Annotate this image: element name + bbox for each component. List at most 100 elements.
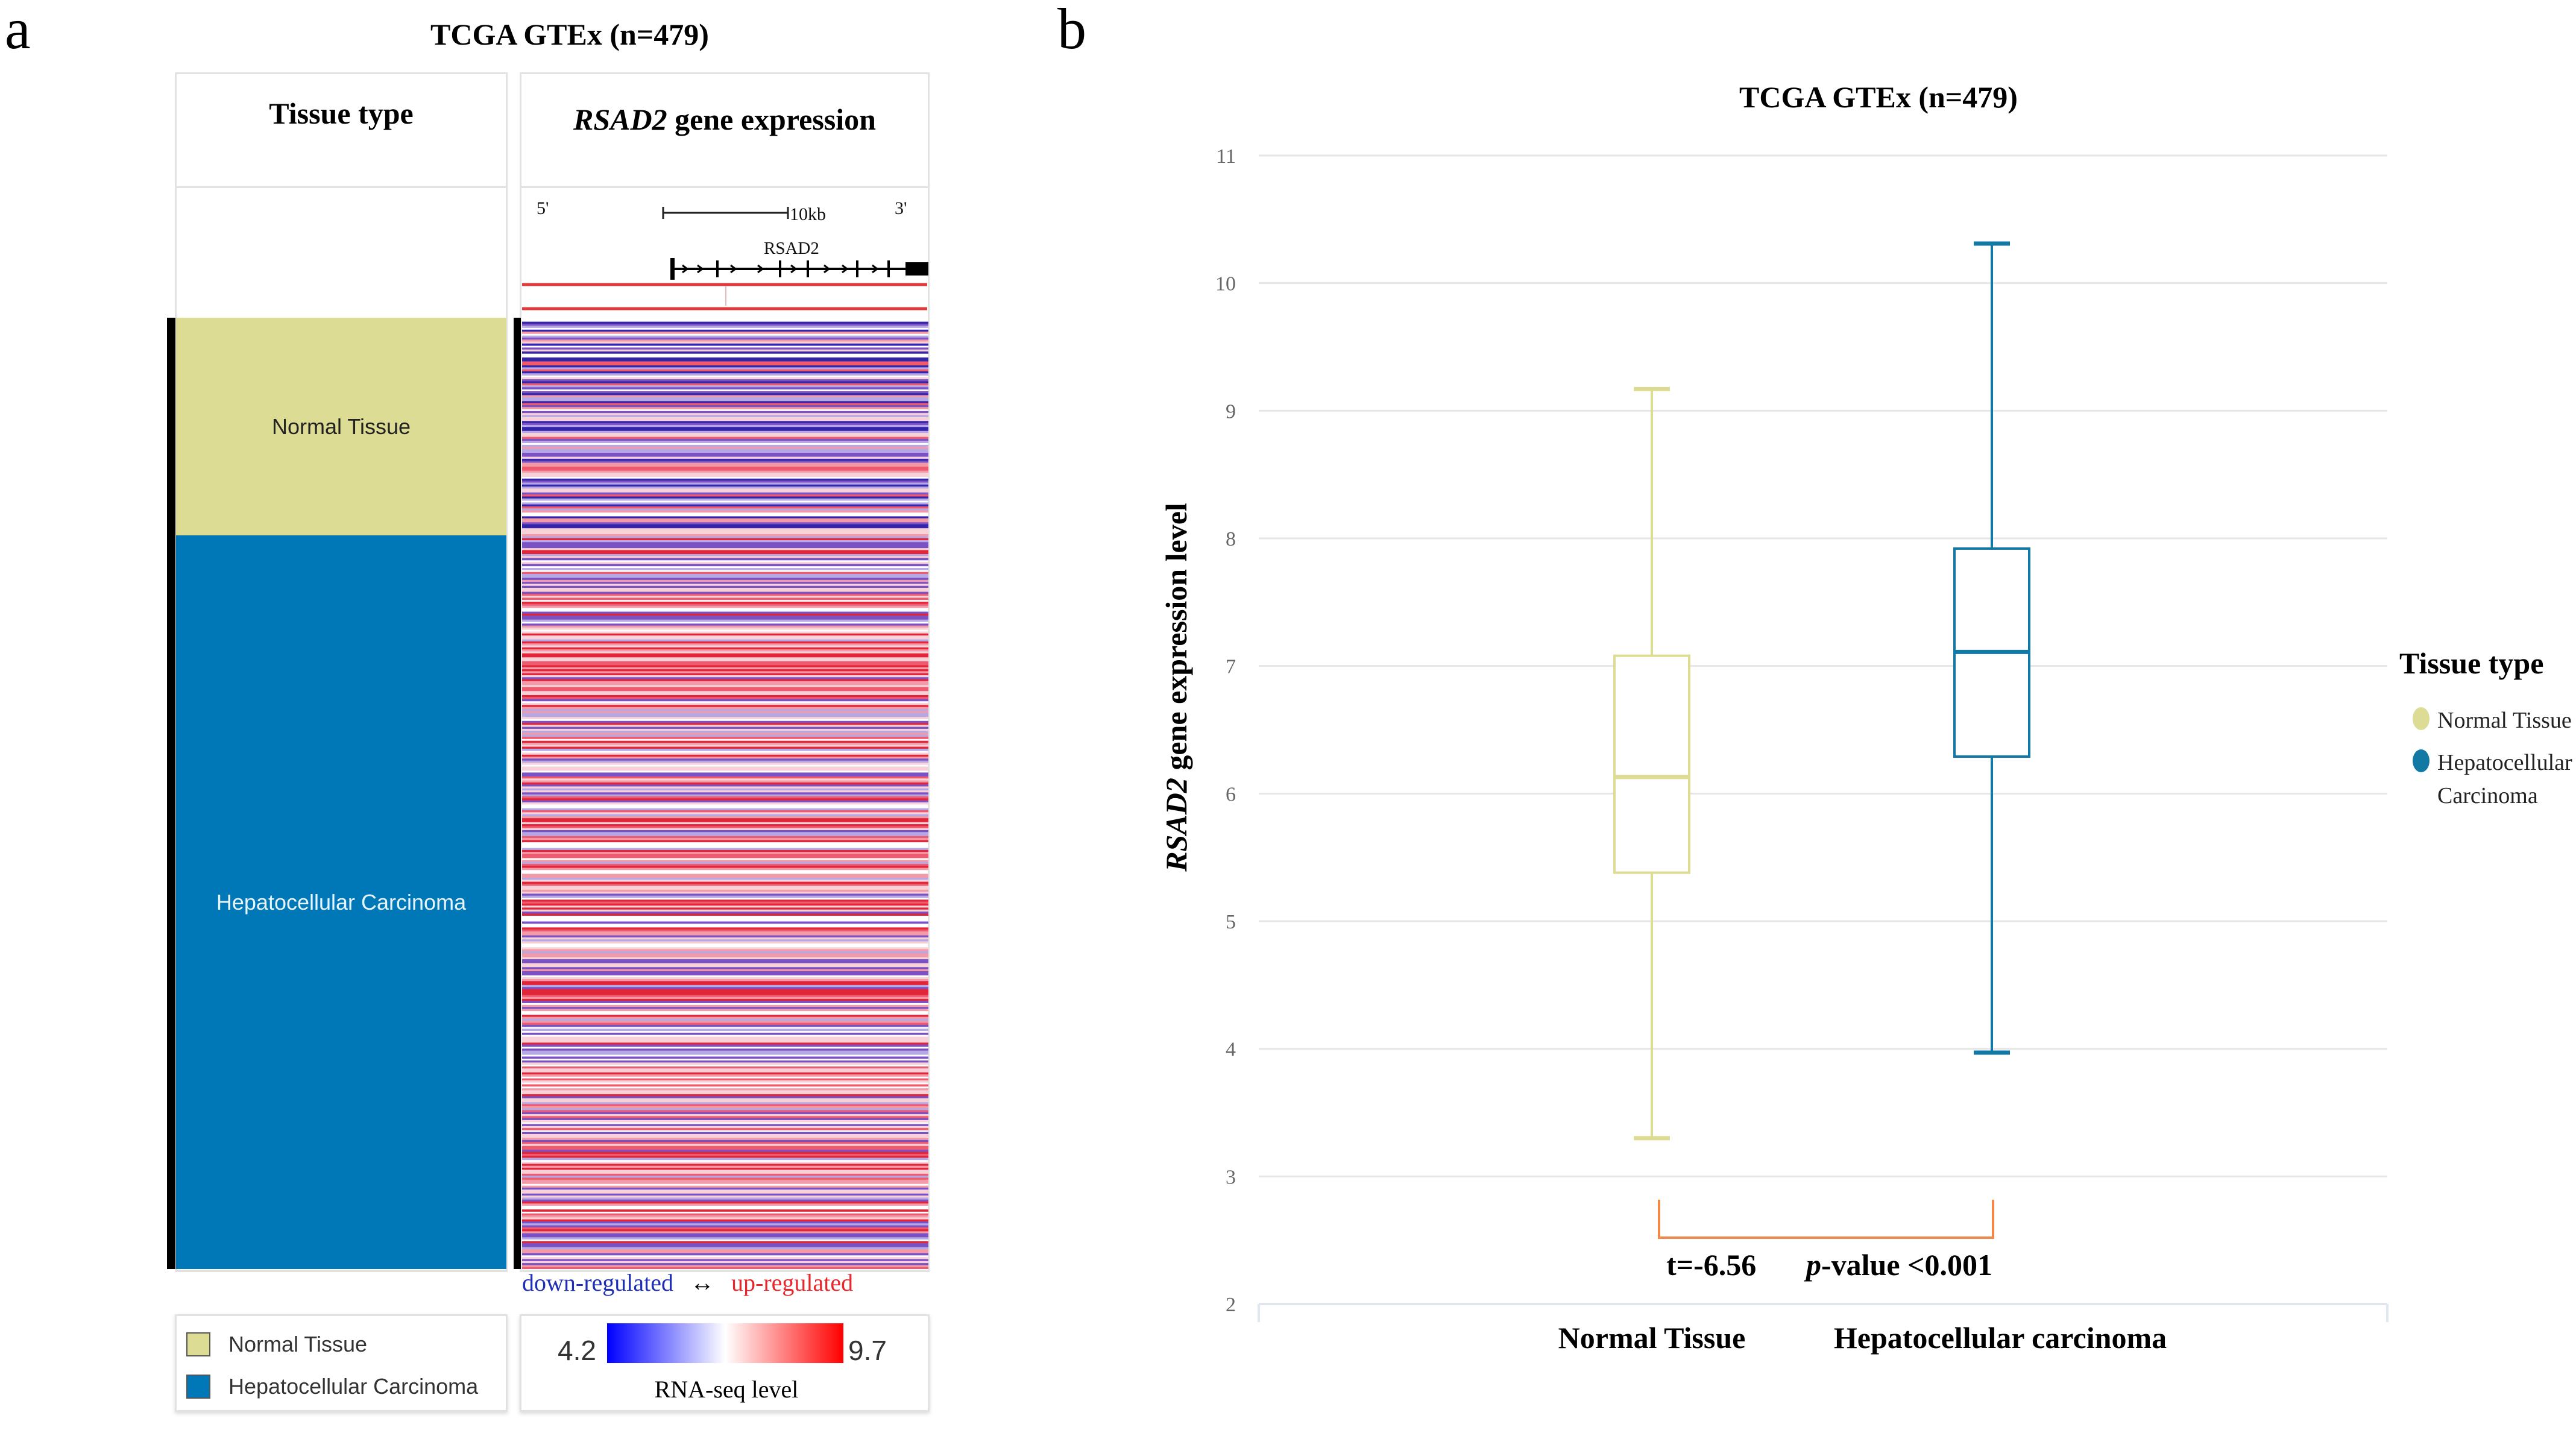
heatmap-row — [522, 977, 928, 980]
heatmap-row — [522, 631, 928, 634]
heatmap-row — [522, 1249, 928, 1252]
heatmap-row — [522, 1177, 928, 1180]
heatmap-row — [522, 939, 928, 942]
heatmap-row — [522, 812, 928, 814]
heatmap-row — [522, 997, 928, 1000]
chart-title: TCGA GTEx (n=479) — [1739, 80, 2018, 114]
legend-label-hcc-line2: Carcinoma — [2437, 783, 2538, 808]
heatmap-row — [522, 1021, 928, 1023]
color-scale-legend: 4.2 9.7 RNA-seq level — [520, 1314, 930, 1412]
heatmap-row — [522, 1227, 928, 1230]
heatmap-row — [522, 379, 928, 382]
heatmap-row — [522, 854, 928, 857]
heatmap-row — [522, 1042, 928, 1045]
heatmap-row — [522, 826, 928, 829]
heatmap-row — [522, 576, 928, 578]
heatmap-row — [522, 504, 928, 507]
heatmap-row — [522, 633, 928, 636]
heatmap-row — [522, 1259, 928, 1262]
heatmap-row — [522, 1016, 928, 1019]
scale-bar — [662, 207, 789, 219]
heatmap-row — [522, 959, 928, 962]
heatmap-row — [522, 436, 928, 439]
heatmap-row — [522, 1068, 928, 1071]
heatmap-row — [522, 673, 928, 676]
heatmap-row — [522, 435, 928, 438]
heatmap-row — [522, 456, 928, 459]
heatmap-row — [522, 1257, 928, 1259]
heatmap-row — [522, 1251, 928, 1254]
gene-expression-header: RSAD2 gene expression — [521, 102, 928, 137]
heatmap-row — [522, 584, 928, 587]
heatmap-row — [522, 889, 928, 892]
y-axis-label-gene: RSAD2 — [1159, 778, 1193, 872]
heatmap-row — [522, 1036, 928, 1039]
heatmap-row — [522, 458, 928, 461]
heatmap-row — [522, 337, 928, 340]
heatmap-row — [522, 1044, 928, 1047]
heatmap-row — [522, 1104, 928, 1107]
heatmap-row — [522, 969, 928, 972]
heatmap-row — [522, 369, 928, 372]
heatmap-row — [522, 693, 928, 696]
heatmap-row — [522, 822, 928, 825]
heatmap-row — [522, 393, 928, 395]
heatmap-row — [522, 659, 928, 662]
heatmap-row — [522, 1072, 928, 1075]
heatmap-row — [522, 399, 928, 402]
heatmap-row — [522, 597, 928, 600]
y-tick-label: 6 — [1226, 783, 1236, 805]
heatmap-row — [522, 849, 928, 852]
heatmap-row — [522, 800, 928, 803]
heatmap-row — [522, 590, 928, 593]
heatmap-row — [522, 401, 928, 404]
heatmap-row — [522, 1233, 928, 1236]
heatmap-row — [522, 1048, 928, 1051]
heatmap-row — [522, 681, 928, 684]
heatmap-row — [522, 903, 928, 906]
gene-expression-header-text: gene expression — [667, 102, 876, 136]
heatmap-row — [522, 468, 928, 471]
y-tick-label: 7 — [1226, 656, 1236, 678]
boxplot-chart: TCGA GTEx (n=479) 2 3 4 5 6 7 8 9 10 11 RSAD2 gen… — [1159, 80, 2572, 1355]
heatmap-row — [522, 1167, 928, 1170]
heatmap-row — [522, 641, 928, 644]
x-category-label: Normal Tissue — [1558, 1321, 1746, 1355]
heatmap-row — [522, 1199, 928, 1202]
heatmap-row — [522, 717, 928, 719]
heatmap-row — [522, 1018, 928, 1021]
heatmap-row — [522, 1148, 928, 1150]
y-tick-label: 2 — [1226, 1294, 1236, 1316]
heatmap-row — [522, 728, 928, 731]
heatmap-row — [522, 1151, 928, 1154]
heatmap-row — [522, 1223, 928, 1226]
heatmap-row — [522, 496, 928, 499]
heatmap-row — [522, 723, 928, 725]
y-tick-label: 4 — [1226, 1039, 1236, 1061]
heatmap-row — [522, 794, 928, 797]
heatmap-row — [522, 554, 928, 556]
heatmap-row — [522, 605, 928, 608]
heatmap-row — [522, 391, 928, 394]
heatmap-row — [522, 1092, 928, 1095]
heatmap-row — [522, 766, 928, 769]
heatmap-row — [522, 343, 928, 346]
heatmap-row — [522, 935, 928, 938]
heatmap-row — [522, 1038, 928, 1041]
heatmap-row — [522, 558, 928, 561]
heatmap-row — [522, 492, 928, 495]
heatmap-row — [522, 1261, 928, 1264]
heatmap-row — [522, 989, 928, 992]
regulation-legend: down-regulated ↔ up-regulated — [522, 1268, 932, 1297]
heatmap-row — [522, 720, 928, 723]
heatmap-row — [522, 824, 928, 827]
heatmap-row — [522, 866, 928, 868]
heatmap-row — [522, 784, 928, 787]
heatmap-row — [522, 725, 928, 728]
heatmap-row — [522, 635, 928, 638]
heatmap-row — [522, 887, 928, 890]
heatmap-row — [522, 740, 928, 743]
heatmap-row — [522, 655, 928, 658]
y-tick-label: 11 — [1216, 145, 1236, 168]
heatmap-row — [522, 838, 928, 840]
